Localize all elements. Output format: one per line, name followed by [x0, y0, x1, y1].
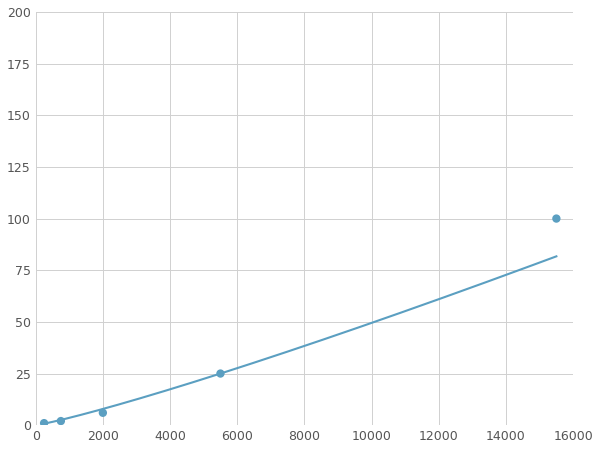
Point [98, 409, 107, 416]
Point [39, 419, 49, 427]
Point [551, 215, 561, 222]
Point [215, 370, 225, 377]
Point [56, 418, 65, 425]
